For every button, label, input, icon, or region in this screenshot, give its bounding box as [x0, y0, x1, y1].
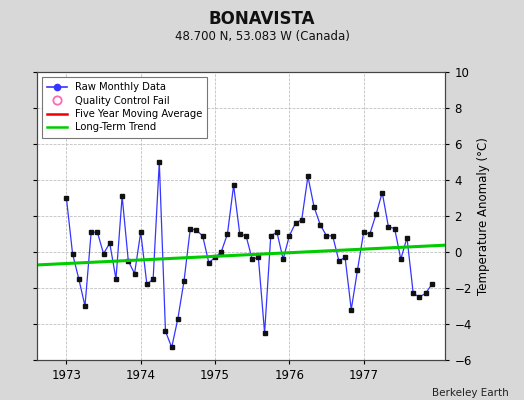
Legend: Raw Monthly Data, Quality Control Fail, Five Year Moving Average, Long-Term Tren: Raw Monthly Data, Quality Control Fail, … [42, 77, 207, 138]
Text: Berkeley Earth: Berkeley Earth [432, 388, 508, 398]
Text: 48.700 N, 53.083 W (Canada): 48.700 N, 53.083 W (Canada) [174, 30, 350, 43]
Text: BONAVISTA: BONAVISTA [209, 10, 315, 28]
Y-axis label: Temperature Anomaly (°C): Temperature Anomaly (°C) [477, 137, 490, 295]
